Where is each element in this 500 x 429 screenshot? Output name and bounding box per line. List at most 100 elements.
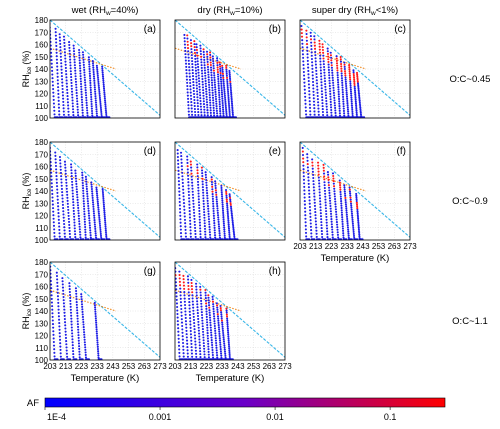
data-point xyxy=(193,95,196,99)
data-point xyxy=(51,312,54,315)
data-point xyxy=(197,113,200,117)
data-point xyxy=(96,196,99,199)
data-point xyxy=(96,66,99,69)
x-tick-label: 263 xyxy=(388,242,402,251)
data-point xyxy=(320,93,324,96)
data-point xyxy=(222,338,225,341)
data-point xyxy=(88,60,91,64)
data-point xyxy=(69,308,72,311)
data-point xyxy=(69,305,72,308)
data-point xyxy=(68,282,71,285)
data-point xyxy=(95,106,98,109)
data-point xyxy=(329,95,332,98)
data-point xyxy=(103,207,106,210)
data-point xyxy=(100,112,103,116)
data-point xyxy=(58,228,61,231)
data-point xyxy=(346,226,349,229)
data-point xyxy=(193,217,196,220)
data-point xyxy=(84,356,87,359)
data-point xyxy=(78,56,81,59)
data-point xyxy=(182,202,186,205)
data-point xyxy=(213,81,216,84)
data-point xyxy=(347,230,350,233)
data-point xyxy=(200,308,203,311)
data-point xyxy=(230,91,233,94)
data-point xyxy=(214,88,217,91)
data-point xyxy=(357,219,360,222)
data-point xyxy=(62,104,65,107)
data-point xyxy=(55,271,58,274)
data-point xyxy=(337,95,340,98)
data-point xyxy=(325,210,328,213)
data-point xyxy=(220,84,223,87)
data-point xyxy=(63,41,66,44)
data-point xyxy=(223,228,226,231)
data-point xyxy=(70,177,73,181)
data-point xyxy=(320,81,323,84)
data-point xyxy=(84,346,87,349)
data-point xyxy=(317,113,320,116)
data-point xyxy=(65,181,68,184)
data-point xyxy=(98,94,101,97)
data-point xyxy=(325,97,328,100)
data-point xyxy=(86,114,89,117)
data-point xyxy=(224,189,228,192)
data-point xyxy=(331,69,334,72)
x-tick-label: 213 xyxy=(59,362,73,371)
data-point xyxy=(71,338,74,341)
data-point xyxy=(230,207,233,210)
data-point xyxy=(62,100,65,103)
data-point xyxy=(305,29,308,32)
data-point xyxy=(223,92,226,95)
data-point xyxy=(56,238,59,240)
data-point xyxy=(101,73,104,76)
data-point xyxy=(97,80,100,83)
data-point xyxy=(196,102,199,105)
data-point xyxy=(189,235,192,238)
panel-frame xyxy=(49,141,161,241)
data-point xyxy=(311,170,314,173)
data-point xyxy=(330,59,333,62)
data-point xyxy=(323,80,327,83)
data-point xyxy=(191,181,194,184)
data-point xyxy=(227,337,230,340)
data-point xyxy=(197,71,200,74)
data-point xyxy=(307,176,310,179)
data-point xyxy=(323,71,326,74)
data-point xyxy=(310,235,313,238)
data-point xyxy=(71,183,74,186)
data-point xyxy=(186,88,189,91)
data-point xyxy=(210,341,213,344)
data-point xyxy=(218,96,221,99)
data-point xyxy=(85,180,88,183)
data-point xyxy=(221,104,224,107)
data-point xyxy=(302,171,305,174)
data-point xyxy=(333,101,336,104)
data-point xyxy=(216,306,219,309)
data-point xyxy=(210,178,213,181)
data-point xyxy=(221,238,224,240)
data-point xyxy=(350,96,353,99)
data-point xyxy=(325,218,328,221)
data-point xyxy=(72,212,75,215)
data-point xyxy=(203,105,206,108)
data-point xyxy=(66,98,69,101)
data-point xyxy=(215,191,218,194)
data-point xyxy=(188,206,191,209)
data-point xyxy=(210,339,213,342)
data-point xyxy=(178,200,181,204)
data-point xyxy=(74,69,77,72)
data-point xyxy=(348,76,352,79)
data-point xyxy=(215,107,218,110)
data-point xyxy=(71,344,74,347)
data-point xyxy=(77,342,80,345)
data-point xyxy=(325,227,329,230)
data-point xyxy=(196,96,199,99)
data-point xyxy=(80,85,83,88)
data-point xyxy=(201,328,204,331)
data-point xyxy=(79,67,82,70)
data-point xyxy=(183,205,186,208)
data-point xyxy=(220,89,223,92)
data-point xyxy=(199,47,202,50)
data-point xyxy=(104,229,107,232)
